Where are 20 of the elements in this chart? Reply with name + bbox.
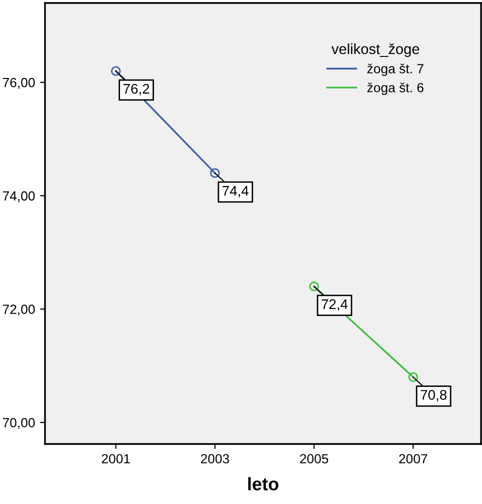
y-tick-label: 72,00 xyxy=(2,304,35,316)
legend-title: velikost_žoge xyxy=(331,43,420,58)
x-tick-label: 2001 xyxy=(102,454,130,464)
point xyxy=(309,282,319,292)
point xyxy=(110,66,121,76)
x-axis-title: leto xyxy=(248,477,278,490)
y-tick-label: 74,00 xyxy=(2,191,35,202)
legend-label: žoga št. 6 xyxy=(367,82,424,95)
data-label: 70,8 xyxy=(420,390,447,402)
legend-label: žoga št. 7 xyxy=(367,64,424,76)
data-label: 72,4 xyxy=(322,299,348,311)
x-tick-label: 2003 xyxy=(200,454,230,464)
x-tick-label: 2005 xyxy=(300,454,328,464)
y-tick-label: 70,00 xyxy=(2,418,35,429)
y-tick-label: 76,00 xyxy=(2,78,35,89)
x-tick-label: 2007 xyxy=(399,454,428,464)
data-label: 76,2 xyxy=(124,84,150,96)
point xyxy=(408,372,418,382)
data-label: 74,4 xyxy=(222,186,249,198)
point xyxy=(210,168,220,178)
